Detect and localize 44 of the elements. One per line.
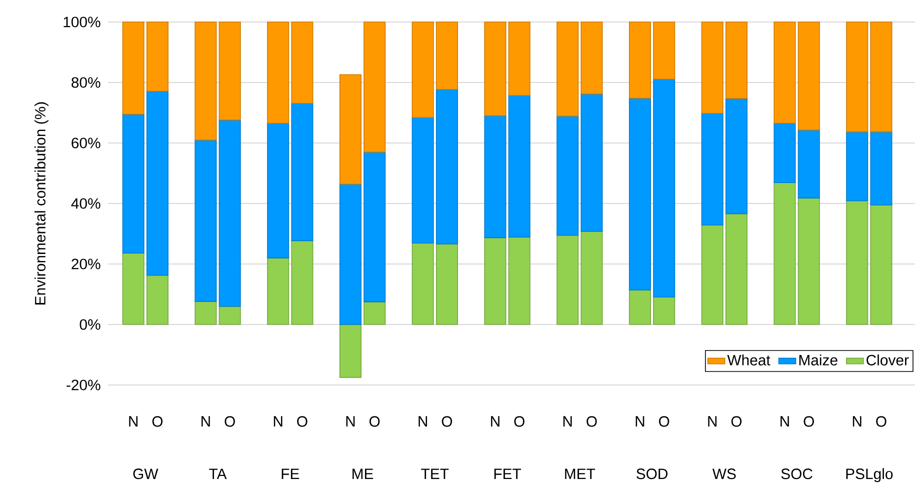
- y-tick-label: 100%: [64, 16, 100, 28]
- x-tick-label: O: [804, 416, 814, 427]
- x-tick-label: O: [731, 416, 742, 427]
- x-tick-label: O: [152, 416, 163, 427]
- text: FE: [282, 468, 300, 479]
- x-tick-label: O: [297, 416, 308, 427]
- x-tick-label: N: [852, 416, 862, 426]
- x-tick-label: N: [346, 416, 355, 426]
- text: WS: [712, 468, 736, 480]
- y-tick-label: 80%: [72, 77, 100, 88]
- y-tick-label: 60%: [72, 138, 100, 148]
- x-tick-label: N: [274, 416, 282, 426]
- text: TA: [209, 468, 227, 479]
- text: FET: [494, 468, 522, 479]
- y-tick-label: -20%: [66, 380, 100, 390]
- x-tick-label: N: [780, 416, 789, 426]
- text: MET: [565, 468, 596, 479]
- x-tick-label: O: [876, 416, 886, 427]
- x-tick-label: N: [708, 416, 717, 426]
- x-tick-label: N: [202, 416, 210, 426]
- text: ME: [352, 468, 374, 479]
- legend-label: Maize: [799, 354, 838, 366]
- x-tick-label: N: [418, 416, 428, 426]
- legend-label: Clover: [866, 354, 909, 366]
- text: TET: [421, 468, 449, 479]
- legend-label: Wheat: [727, 354, 770, 366]
- x-tick-label: N: [491, 416, 500, 426]
- x-tick-label: N: [636, 416, 644, 426]
- text: SOD: [636, 468, 668, 480]
- text: SOC: [781, 468, 812, 480]
- x-tick-label: O: [224, 416, 235, 427]
- text: PSLglo: [846, 468, 893, 482]
- y-tick-label: 40%: [71, 198, 100, 209]
- x-tick-label: O: [586, 416, 597, 427]
- x-tick-label: O: [369, 416, 380, 427]
- x-tick-label: O: [442, 416, 452, 427]
- x-tick-label: O: [658, 416, 670, 427]
- x-tick-label: N: [563, 416, 572, 426]
- text: GW: [133, 468, 158, 480]
- y-tick-label: 0%: [80, 319, 100, 330]
- x-tick-label: N: [129, 416, 138, 426]
- y-axis-title: Environmental contribution (%): [34, 102, 48, 304]
- x-tick-label: O: [514, 416, 524, 427]
- y-tick-label: 20%: [72, 258, 100, 270]
